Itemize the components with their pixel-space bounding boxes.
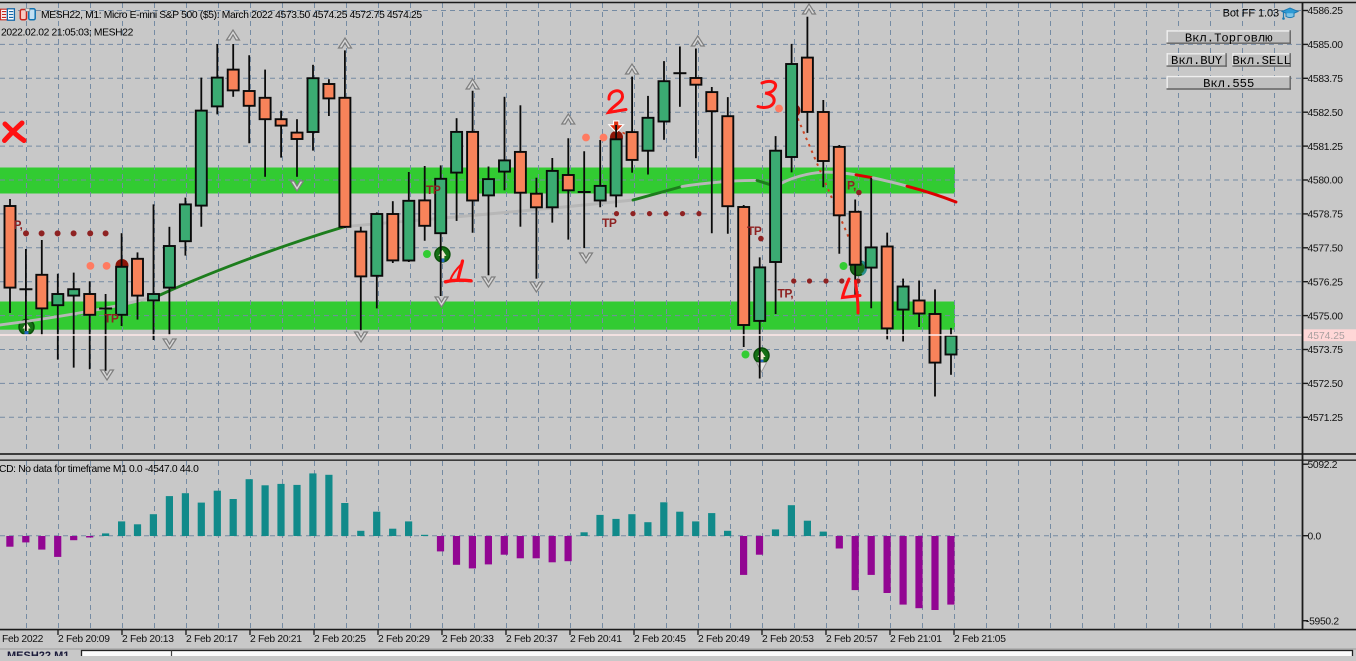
svg-text:P,: P,: [14, 218, 23, 232]
svg-text:4580.00: 4580.00: [1308, 176, 1344, 187]
svg-text:4581.25: 4581.25: [1308, 142, 1344, 153]
svg-text:TP,: TP,: [778, 287, 794, 301]
svg-text:4576.25: 4576.25: [1308, 277, 1344, 288]
svg-text:2 Feb 21:05: 2 Feb 21:05: [954, 634, 1006, 645]
svg-text:4573.75: 4573.75: [1308, 345, 1344, 356]
svg-text:-5950.2: -5950.2: [1306, 616, 1339, 627]
svg-text:2 Feb 20:29: 2 Feb 20:29: [378, 634, 430, 645]
svg-text:4582.50: 4582.50: [1308, 108, 1344, 119]
svg-text:TP: TP: [747, 224, 762, 238]
svg-text:2 Feb 21:01: 2 Feb 21:01: [890, 634, 942, 645]
svg-text:2 Feb 20:33: 2 Feb 20:33: [442, 634, 494, 645]
svg-text:4585.00: 4585.00: [1308, 40, 1344, 51]
svg-text:MESH22, M1: Micro E-mini S&P: MESH22, M1: Micro E-mini S&P 500 ($5): M…: [41, 10, 422, 21]
svg-text:2 Feb 20:53: 2 Feb 20:53: [762, 634, 814, 645]
svg-text:2 Feb 20:57: 2 Feb 20:57: [826, 634, 878, 645]
svg-text:2 Feb 20:37: 2 Feb 20:37: [506, 634, 558, 645]
svg-text:Feb 2022: Feb 2022: [2, 634, 44, 645]
svg-text:Вкл.BUY: Вкл.BUY: [1171, 54, 1223, 68]
svg-text:2 Feb 20:49: 2 Feb 20:49: [698, 634, 750, 645]
svg-text:Bot FF 1.03: Bot FF 1.03: [1223, 8, 1279, 20]
svg-text:4575.00: 4575.00: [1308, 311, 1344, 322]
svg-text:TP: TP: [602, 216, 617, 230]
svg-text:TP: TP: [426, 183, 441, 197]
svg-text:Вкл.555: Вкл.555: [1203, 77, 1254, 91]
svg-text:P,: P,: [847, 179, 856, 193]
svg-text:2 Feb 20:45: 2 Feb 20:45: [634, 634, 686, 645]
svg-text:0.0: 0.0: [1308, 531, 1322, 542]
svg-text:4574.25: 4574.25: [1308, 331, 1345, 342]
svg-text:Вкл.SELL: Вкл.SELL: [1232, 54, 1291, 68]
svg-text:2022.02.02 21:05:03; MESH22: 2022.02.02 21:05:03; MESH22: [1, 28, 134, 39]
svg-text:4583.75: 4583.75: [1308, 74, 1344, 85]
svg-text:2 Feb 20:09: 2 Feb 20:09: [58, 634, 110, 645]
svg-text:CD: No data for timeframe M1 0: CD: No data for timeframe M1 0.0 -4547.0…: [0, 464, 199, 475]
svg-text:2 Feb 20:41: 2 Feb 20:41: [570, 634, 622, 645]
svg-text:TP: TP: [104, 312, 119, 326]
svg-text:4578.75: 4578.75: [1308, 210, 1344, 221]
svg-text:4572.50: 4572.50: [1308, 379, 1344, 390]
svg-text:2 Feb 20:13: 2 Feb 20:13: [122, 634, 174, 645]
svg-text:Вкл.Торговлю: Вкл.Торговлю: [1185, 31, 1273, 45]
svg-text:2 Feb 20:21: 2 Feb 20:21: [250, 634, 302, 645]
svg-text:2 Feb 20:25: 2 Feb 20:25: [314, 634, 366, 645]
svg-text:MESH22,M1: MESH22,M1: [7, 650, 69, 656]
svg-text:4571.25: 4571.25: [1308, 413, 1344, 424]
svg-text:4586.25: 4586.25: [1308, 6, 1344, 17]
svg-text:2 Feb 20:17: 2 Feb 20:17: [186, 634, 238, 645]
svg-text:5092.2: 5092.2: [1308, 460, 1338, 471]
svg-text:4577.50: 4577.50: [1308, 244, 1344, 255]
